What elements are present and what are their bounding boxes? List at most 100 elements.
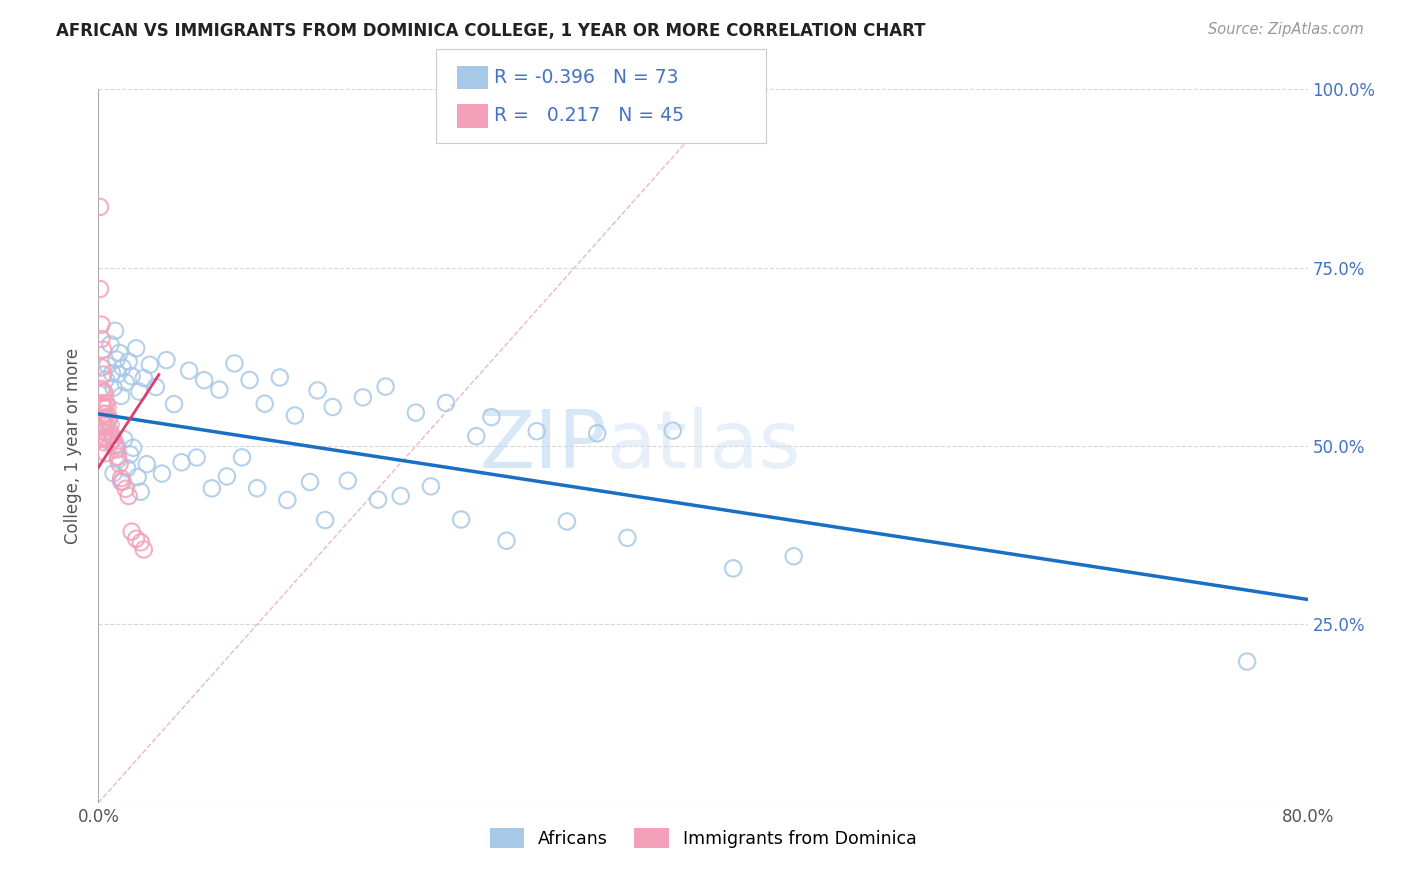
- Point: [231, 450, 253, 465]
- Point: [246, 481, 269, 495]
- Point: [112, 432, 135, 446]
- Point: [90, 318, 112, 332]
- Point: [111, 360, 134, 375]
- Text: AFRICAN VS IMMIGRANTS FROM DOMINICA COLLEGE, 1 YEAR OR MORE CORRELATION CHART: AFRICAN VS IMMIGRANTS FROM DOMINICA COLL…: [56, 22, 925, 40]
- Point: [94, 372, 117, 386]
- Point: [201, 481, 224, 495]
- Point: [526, 424, 548, 438]
- Point: [104, 439, 127, 453]
- Point: [91, 400, 114, 414]
- Point: [322, 400, 344, 414]
- Point: [208, 383, 231, 397]
- Point: [616, 531, 638, 545]
- Point: [91, 417, 114, 432]
- Point: [90, 332, 112, 346]
- Point: [110, 471, 132, 485]
- Point: [93, 385, 115, 400]
- Point: [108, 457, 131, 471]
- Point: [121, 369, 143, 384]
- Point: [110, 475, 132, 489]
- Point: [314, 513, 336, 527]
- Point: [120, 447, 142, 461]
- Point: [100, 435, 122, 450]
- Point: [90, 396, 112, 410]
- Point: [111, 475, 134, 489]
- Text: R = -0.396   N = 73: R = -0.396 N = 73: [494, 68, 678, 87]
- Point: [132, 542, 155, 557]
- Point: [450, 512, 472, 526]
- Point: [127, 470, 149, 484]
- Point: [94, 446, 117, 460]
- Point: [115, 461, 138, 475]
- Point: [105, 352, 128, 367]
- Point: [284, 409, 307, 423]
- Point: [96, 359, 118, 373]
- Point: [132, 371, 155, 385]
- Point: [101, 428, 124, 442]
- Point: [170, 455, 193, 469]
- Point: [110, 389, 132, 403]
- Point: [103, 381, 125, 395]
- Point: [101, 366, 124, 380]
- Point: [93, 410, 115, 425]
- Point: [103, 432, 125, 446]
- Point: [420, 479, 443, 493]
- Point: [114, 376, 136, 390]
- Point: [96, 414, 118, 428]
- Point: [389, 489, 412, 503]
- Point: [150, 467, 173, 481]
- Point: [129, 484, 152, 499]
- Point: [336, 474, 359, 488]
- Point: [94, 432, 117, 446]
- Point: [481, 410, 503, 425]
- Point: [90, 382, 112, 396]
- Point: [91, 385, 114, 400]
- Text: atlas: atlas: [606, 407, 800, 485]
- Point: [100, 337, 122, 351]
- Point: [128, 384, 150, 399]
- Point: [367, 492, 389, 507]
- Point: [139, 358, 162, 372]
- Point: [91, 368, 114, 382]
- Text: Source: ZipAtlas.com: Source: ZipAtlas.com: [1208, 22, 1364, 37]
- Point: [118, 354, 141, 368]
- Point: [98, 410, 121, 425]
- Point: [91, 407, 114, 421]
- Point: [89, 282, 111, 296]
- Point: [107, 450, 129, 464]
- Point: [586, 426, 609, 441]
- Point: [108, 346, 131, 360]
- Point: [114, 482, 136, 496]
- Point: [96, 432, 118, 446]
- Point: [98, 423, 121, 437]
- Text: ZIP: ZIP: [479, 407, 606, 485]
- Point: [253, 397, 276, 411]
- Point: [94, 407, 117, 421]
- Point: [125, 342, 148, 356]
- Point: [125, 532, 148, 546]
- Point: [163, 397, 186, 411]
- Point: [96, 400, 118, 414]
- Point: [107, 367, 129, 381]
- Point: [276, 492, 298, 507]
- Point: [1236, 655, 1258, 669]
- Point: [93, 435, 115, 450]
- Point: [783, 549, 806, 564]
- Text: R =   0.217   N = 45: R = 0.217 N = 45: [494, 106, 683, 126]
- Point: [105, 438, 128, 452]
- Point: [434, 396, 457, 410]
- Point: [299, 475, 322, 489]
- Point: [555, 515, 578, 529]
- Point: [269, 370, 291, 384]
- Point: [91, 343, 114, 357]
- Point: [98, 428, 121, 442]
- Point: [135, 457, 157, 471]
- Point: [91, 432, 114, 446]
- Point: [121, 524, 143, 539]
- Point: [374, 379, 396, 393]
- Point: [405, 406, 427, 420]
- Point: [224, 356, 246, 370]
- Point: [118, 489, 141, 503]
- Point: [239, 373, 262, 387]
- Point: [193, 373, 215, 387]
